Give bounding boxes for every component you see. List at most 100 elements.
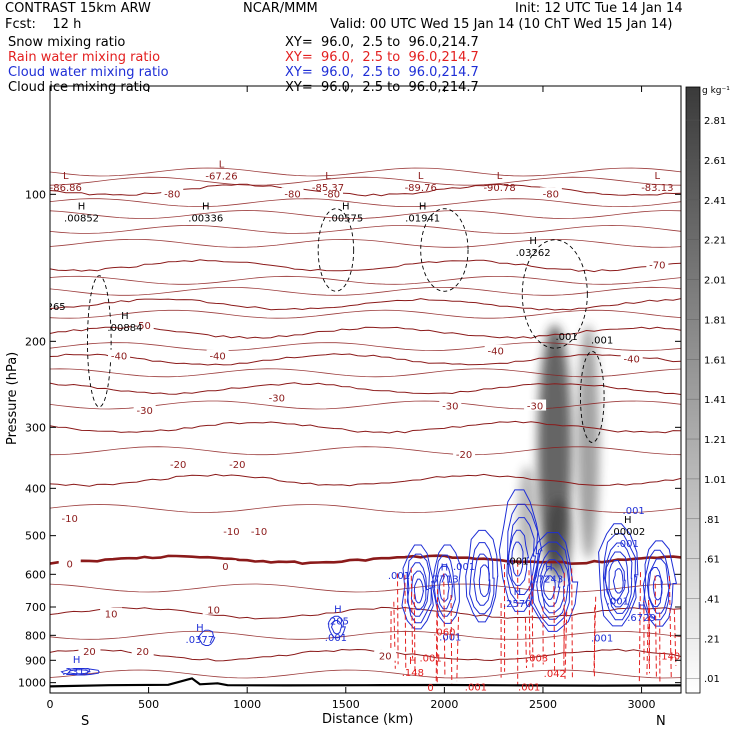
cloud-water-contour (413, 578, 425, 604)
isotherm-10 (50, 606, 681, 620)
isotherm-minor (50, 198, 681, 208)
cloud-water-contour (652, 575, 663, 601)
terrain-line (50, 677, 681, 688)
cloud-water-contour (406, 553, 432, 624)
init-time: Init: 12 UTC Tue 14 Jan 14 (515, 1, 683, 16)
colorbar-label: 2.41 (704, 196, 726, 207)
field-cloudice-label: Cloud ice mixing ratio (8, 80, 151, 95)
isotherm-label-bg (320, 187, 343, 199)
y-tick-label: 600 (25, 568, 46, 581)
isotherm-label-bg (539, 187, 562, 199)
isotherm--70 (50, 259, 681, 273)
cloud-water-contour (646, 558, 671, 614)
extremum-letter: H (334, 605, 342, 616)
isotherm-label: -50 (135, 321, 151, 332)
cloud-water-contour (67, 669, 91, 675)
plot-frame (49, 85, 682, 694)
cloud-water-contour (602, 533, 638, 621)
y-tick-label: 200 (25, 335, 46, 348)
isotherm-label: -10 (62, 514, 78, 525)
x-axis-label: Distance (km) (322, 712, 413, 727)
cloud-water-contour (410, 570, 427, 611)
isotherm-label-bg (484, 344, 507, 356)
rain-contour (571, 568, 573, 678)
rain-contour (410, 567, 414, 659)
isotherm-label-bg (226, 457, 249, 469)
cloud-ice-contour (579, 350, 605, 443)
x-tick-label: 2000 (430, 698, 458, 711)
field-snow-xy: XY= 96.0, 2.5 to 96.0,214.7 (285, 35, 479, 50)
extremum-value: .001 (325, 633, 347, 644)
isotherm-label: -80 (324, 189, 340, 200)
extremum-letter: H (202, 201, 210, 212)
extremum-value: .001 (617, 539, 639, 550)
cloud-water-contour (498, 489, 543, 612)
extremum-value: 0 (427, 683, 433, 694)
extremum-value: -67.26 (205, 172, 237, 183)
rain-contour (524, 617, 527, 669)
x-tick-label: 1500 (332, 698, 360, 711)
field-rain-xy: XY= 96.0, 2.5 to 96.0,214.7 (285, 50, 479, 65)
colorbar-label: .21 (704, 634, 720, 645)
y-tick-label: 700 (25, 601, 46, 614)
extremum-value: .7713 (430, 575, 459, 586)
isotherm-label: 20 (83, 647, 96, 658)
cloud-water-contour (604, 551, 630, 608)
isotherm-label: -10 (251, 527, 267, 538)
colorbar-label: 1.41 (704, 395, 726, 406)
cloud-water-contour (465, 529, 499, 623)
isotherm-label-bg (108, 349, 131, 361)
extremum-letter: H (121, 311, 129, 322)
extremum-letter: L (418, 171, 424, 182)
isotherm-label: -80 (284, 189, 300, 200)
cloud-water-contour (532, 541, 571, 626)
extremum-letter: H (419, 201, 427, 212)
isotherm-label: -30 (527, 402, 543, 413)
isotherm-label: -30 (136, 406, 152, 417)
colorbar-label: 2.61 (704, 156, 726, 167)
x-tick-label: 0 (47, 698, 54, 711)
isotherm-label: 20 (379, 652, 392, 663)
isotherm-label: -30 (442, 402, 458, 413)
extremum-value: .001 (591, 335, 613, 346)
rain-contour (564, 611, 568, 679)
axis-end-right: N (656, 714, 666, 729)
isotherm-label: -80 (164, 189, 180, 200)
isotherm-minor (50, 504, 681, 513)
extremum-value: .001 (555, 332, 577, 343)
extremum-letter: H (624, 515, 632, 526)
rain-contour (553, 586, 556, 674)
snow-plume (545, 498, 572, 582)
org-label: NCAR/MMM (243, 1, 318, 16)
isotherm-minor (50, 238, 681, 248)
cloud-water-contour (469, 542, 495, 615)
rain-contour (654, 575, 657, 677)
extremum-value: .00002 (610, 527, 645, 538)
extremum-letter: H (638, 601, 646, 612)
colorbar-label: 1.61 (704, 355, 726, 366)
cloud-water-contour (438, 573, 450, 602)
rain-contour (638, 572, 641, 684)
isotherm-label: -20 (170, 460, 186, 471)
cloud-water-contour (328, 615, 346, 639)
rain-contour (413, 594, 416, 676)
isotherm-label-bg (214, 560, 237, 572)
axis-end-left: S (81, 714, 89, 729)
isotherm-20 (50, 648, 681, 662)
rain-contour (443, 573, 446, 676)
isotherm-label: 10 (207, 606, 220, 617)
y-tick-label: 900 (25, 654, 46, 667)
isotherm-minor (50, 167, 681, 177)
cloud-ice-contour (521, 239, 588, 349)
valid-time: Valid: 00 UTC Wed 15 Jan 14 (10 ChT Wed … (330, 17, 673, 32)
cloud-water-contour (529, 532, 579, 632)
isotherm-label-bg (453, 448, 476, 460)
extremum-value: .001 (506, 557, 528, 568)
rain-contour (528, 570, 531, 658)
colorbar-label: 1.01 (704, 475, 726, 486)
extremum-value: .148 (402, 668, 424, 679)
extremum-value: .140 (658, 652, 680, 663)
cloud-water-contour (197, 629, 216, 646)
extremum-letter: H (196, 623, 204, 634)
isotherm-label: -10 (223, 527, 239, 538)
